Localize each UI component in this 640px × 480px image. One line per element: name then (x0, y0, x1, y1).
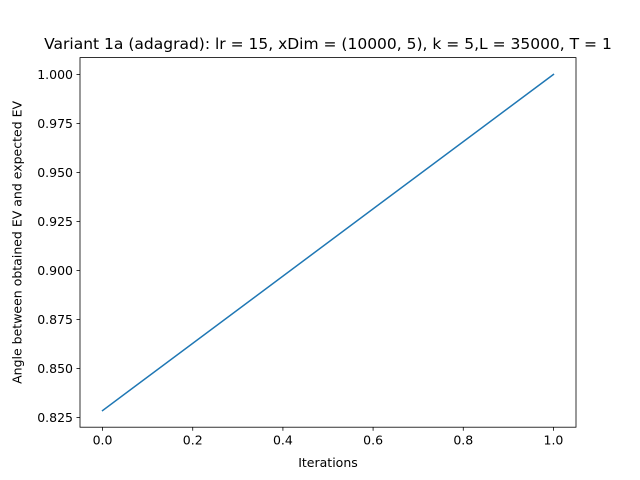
x-tick-label: 0.6 (363, 433, 383, 448)
y-tick-label: 0.875 (37, 312, 73, 327)
x-tick-label: 0.4 (273, 433, 293, 448)
x-axis-ticks: 0.0 0.2 0.4 0.6 0.8 1.0 (93, 427, 564, 448)
y-tick-label: 0.900 (37, 263, 73, 278)
plot-frame (79, 57, 577, 428)
y-tick-label: 1.000 (37, 67, 73, 82)
chart-title: Variant 1a (adagrad): lr = 15, xDim = (1… (44, 35, 612, 53)
series-line-0 (101, 73, 555, 412)
y-tick-label: 0.825 (37, 410, 73, 425)
x-tick-label: 0.0 (93, 433, 113, 448)
y-axis-label: Angle between obtained EV and expected E… (10, 100, 25, 383)
x-tick-label: 0.8 (453, 433, 473, 448)
x-axis-label: Iterations (298, 455, 358, 470)
y-tick-label: 0.925 (37, 214, 73, 229)
x-tick-label: 1.0 (544, 433, 564, 448)
y-tick-label: 0.975 (37, 116, 73, 131)
series-layer (101, 73, 555, 412)
y-axis-ticks: 0.825 0.850 0.875 0.900 0.925 0.950 0.975 1.000 (37, 67, 80, 425)
x-tick-label: 0.2 (183, 433, 203, 448)
y-tick-label: 0.850 (37, 361, 73, 376)
y-tick-label: 0.950 (37, 165, 73, 180)
